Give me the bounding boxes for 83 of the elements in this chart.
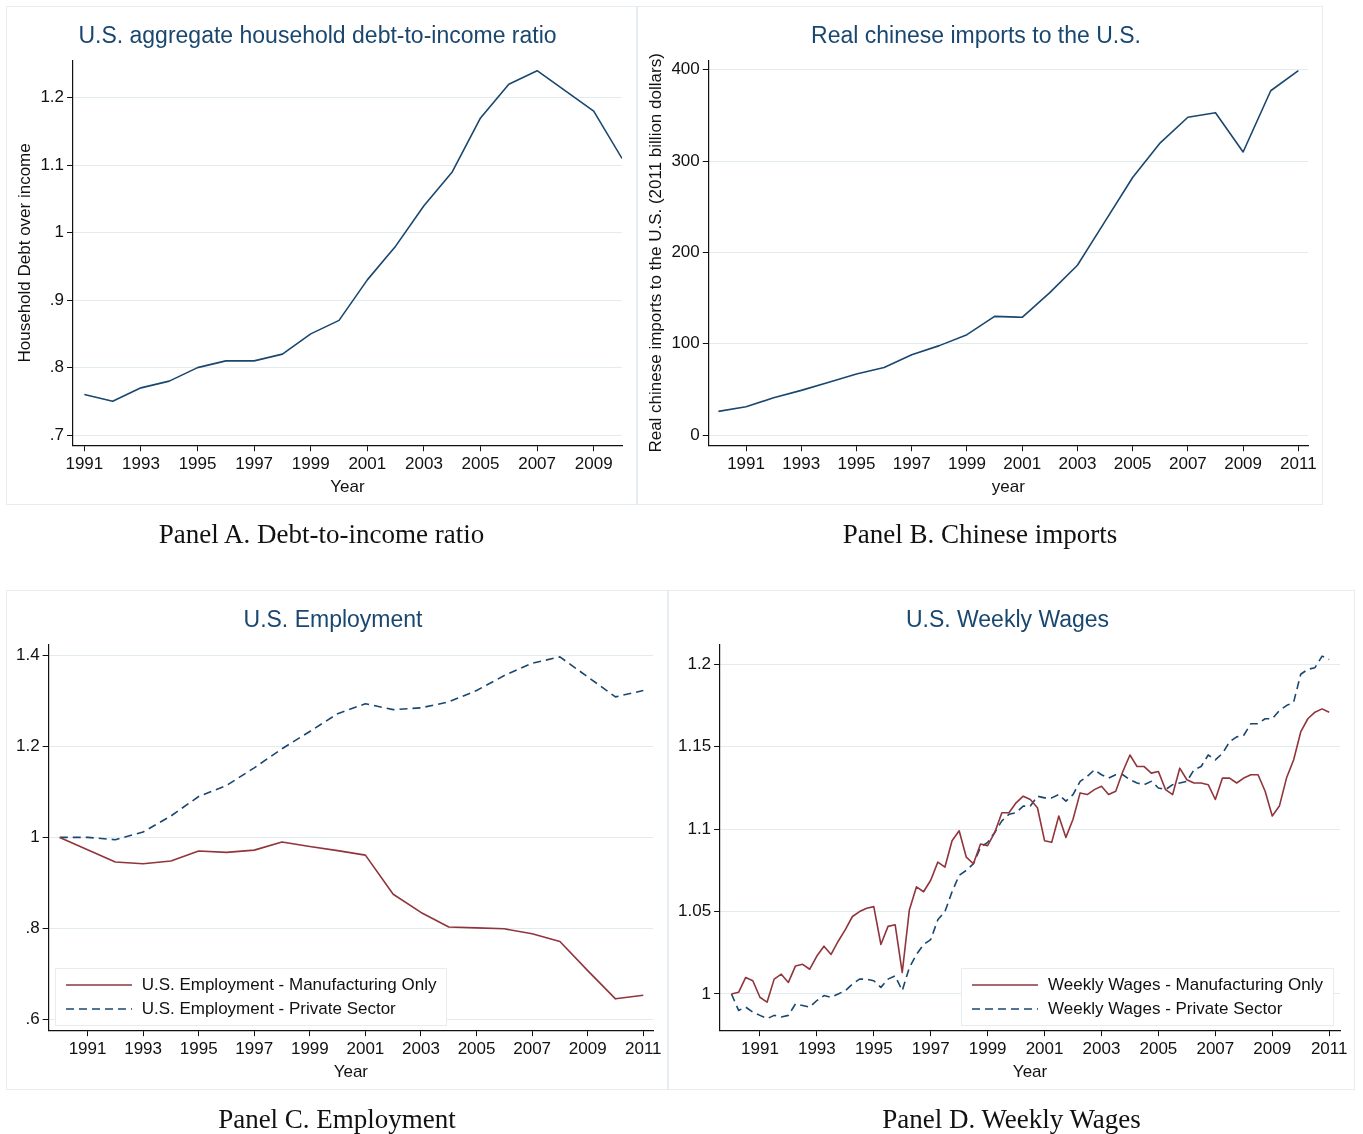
y-tick-label: 200 (671, 242, 700, 262)
x-tick-label: 1997 (235, 1039, 274, 1059)
chart-title: Real chinese imports to the U.S. (811, 22, 1141, 49)
x-axis-title: Year (1012, 1062, 1048, 1082)
y-tick-label: 1 (54, 222, 65, 242)
x-tick-label: 2005 (1139, 1039, 1178, 1059)
x-tick-label: 2011 (624, 1039, 662, 1059)
x-tick-label: 1991 (68, 1039, 107, 1059)
y-tick-label: .6 (25, 1008, 40, 1028)
x-tick-label: 2007 (513, 1039, 552, 1059)
y-axis-title: Household Debt over income (14, 143, 34, 363)
y-tick-label: 1.2 (40, 87, 65, 107)
x-tick-label: 1993 (797, 1039, 836, 1059)
x-tick-label: 2001 (346, 1039, 385, 1059)
chart-title: U.S. Employment (243, 606, 424, 633)
text: Panel B. Chinese imports (841, 519, 1119, 550)
y-tick-label: .8 (25, 918, 40, 938)
x-tick-label: 1999 (948, 454, 986, 474)
y-tick-label: 1.1 (40, 154, 65, 174)
x-tick-label: 1997 (892, 454, 931, 474)
text: Panel A. Debt-to-income ratio (157, 519, 486, 550)
x-tick-label: 2003 (402, 1039, 440, 1059)
y-tick-label: .9 (49, 289, 65, 309)
x-tick-label: 1993 (122, 454, 160, 474)
x-tick-label: 2009 (574, 454, 613, 474)
x-tick-label: 2011 (1310, 1039, 1348, 1059)
x-tick-label: 1991 (727, 454, 765, 474)
chart-title: U.S. aggregate household debt-to-income ratio (78, 22, 557, 49)
y-tick-label: 1.4 (15, 645, 40, 665)
x-tick-label: 2009 (1224, 454, 1263, 474)
x-axis-title: Year (333, 1062, 369, 1082)
x-tick-label: 1995 (178, 454, 217, 474)
legend-label: Weekly Wages - Manufacturing Only (1048, 975, 1323, 996)
x-tick-label: 2007 (1168, 454, 1207, 474)
x-tick-label: 1993 (782, 454, 821, 474)
line-series (730, 655, 1330, 1020)
x-tick-label: 1999 (968, 1039, 1007, 1059)
x-tick-label: 1997 (911, 1039, 950, 1059)
legend-label: U.S. Employment - Manufacturing Only (141, 975, 437, 996)
x-tick-label: 2007 (518, 454, 557, 474)
legend-label: U.S. Employment - Private Sector (141, 999, 396, 1020)
x-tick-label: 1993 (124, 1039, 163, 1059)
x-tick-label: 1991 (65, 454, 104, 474)
y-tick-label: .8 (49, 357, 65, 377)
y-tick-label: 1.1 (687, 818, 712, 838)
legend-label: Weekly Wages - Private Sector (1048, 999, 1283, 1020)
x-tick-label: 1999 (290, 1039, 329, 1059)
y-tick-label: 300 (671, 150, 700, 170)
y-tick-label: 1.2 (15, 736, 40, 756)
y-tick-label: 1 (701, 983, 712, 1003)
x-tick-label: 1999 (291, 454, 330, 474)
x-tick-label: 2011 (1280, 454, 1317, 474)
x-tick-label: 2007 (1196, 1039, 1235, 1059)
x-tick-label: 2001 (348, 454, 387, 474)
y-tick-label: 1 (30, 827, 40, 847)
y-axis-title: Real chinese imports to the U.S. (2011 billion dollars) (645, 53, 665, 453)
x-tick-label: 2003 (405, 454, 443, 474)
y-tick-label: .7 (49, 424, 65, 444)
y-tick-label: 0 (690, 424, 700, 444)
x-tick-label: 1995 (179, 1039, 218, 1059)
x-axis-title: year (991, 477, 1026, 497)
y-tick-label: 1.15 (677, 736, 712, 756)
text: Panel D. Weekly Wages (881, 1104, 1142, 1134)
y-tick-label: 1.05 (677, 901, 712, 921)
x-tick-label: 1995 (854, 1039, 893, 1059)
text: Panel C. Employment (217, 1104, 457, 1134)
x-tick-label: 2001 (1025, 1039, 1064, 1059)
x-tick-label: 2005 (457, 1039, 496, 1059)
x-tick-label: 1991 (741, 1039, 779, 1059)
x-axis-title: Year (330, 477, 366, 497)
x-tick-label: 2001 (1003, 454, 1042, 474)
x-tick-label: 1997 (235, 454, 274, 474)
x-tick-label: 2009 (568, 1039, 607, 1059)
x-tick-label: 1995 (837, 454, 876, 474)
y-tick-label: 400 (671, 59, 700, 79)
x-tick-label: 2005 (461, 454, 500, 474)
x-tick-label: 2003 (1058, 454, 1097, 474)
chart-title: U.S. Weekly Wages (905, 606, 1110, 633)
x-tick-label: 2005 (1113, 454, 1152, 474)
y-tick-label: 1.2 (687, 654, 712, 674)
x-tick-label: 2003 (1082, 1039, 1121, 1059)
y-tick-label: 100 (671, 333, 700, 353)
x-tick-label: 2009 (1253, 1039, 1292, 1059)
